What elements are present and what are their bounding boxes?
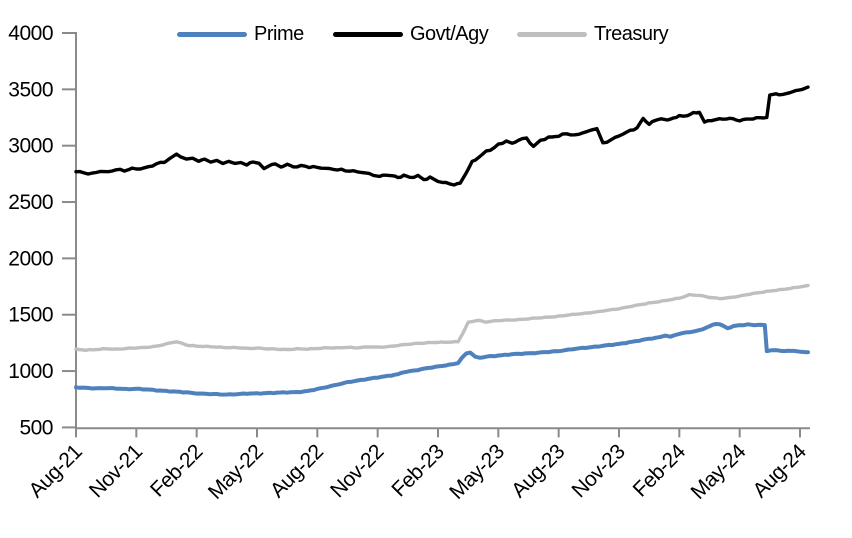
govt-agy-legend-swatch-icon [333,31,403,37]
x-axis-tick-label: Nov-22 [326,440,388,502]
y-axis-tick-label: 2000 [8,247,53,270]
legend-item-govt-agy: Govt/Agy [333,22,489,46]
x-axis-tick-label: Nov-23 [568,440,630,502]
legend-label-govt-agy: Govt/Agy [410,23,489,45]
treasury-legend-swatch-icon [517,31,587,37]
x-axis-tick-label: Nov-21 [85,440,147,502]
chart-legend: Prime Govt/Agy Treasury [0,0,852,56]
y-axis-tick-label: 2500 [8,191,53,214]
x-axis-tick-label: Feb-22 [146,440,207,501]
y-axis-tick-label: 1500 [8,304,53,327]
series-line-govt-agy [74,85,810,187]
y-axis-tick-label: 4000 [8,22,53,45]
series-line-prime [74,322,810,397]
legend-item-prime: Prime [177,22,304,46]
series-line-treasury [74,283,810,352]
x-axis-tick-label: May-23 [445,440,509,504]
x-axis-tick-label: Aug-21 [25,440,87,502]
legend-item-treasury: Treasury [517,22,669,46]
x-axis-tick-label: May-24 [687,440,751,504]
x-axis-tick-label: Feb-23 [387,440,448,501]
y-axis-tick-label: 1000 [8,360,53,383]
y-axis-tick-label: 3000 [8,135,53,158]
y-axis-tick-label: 3500 [8,78,53,101]
x-axis-tick-label: Aug-24 [749,440,812,503]
x-axis-tick-label: Aug-22 [266,440,328,502]
legend-label-treasury: Treasury [594,23,669,45]
legend-label-prime: Prime [254,23,304,45]
y-axis-tick-label: 500 [19,416,53,439]
prime-legend-swatch-icon [177,31,247,37]
x-axis-tick-label: Aug-23 [507,440,569,502]
x-axis-tick-label: Feb-24 [629,440,691,502]
x-axis-tick-label: May-22 [204,440,268,504]
